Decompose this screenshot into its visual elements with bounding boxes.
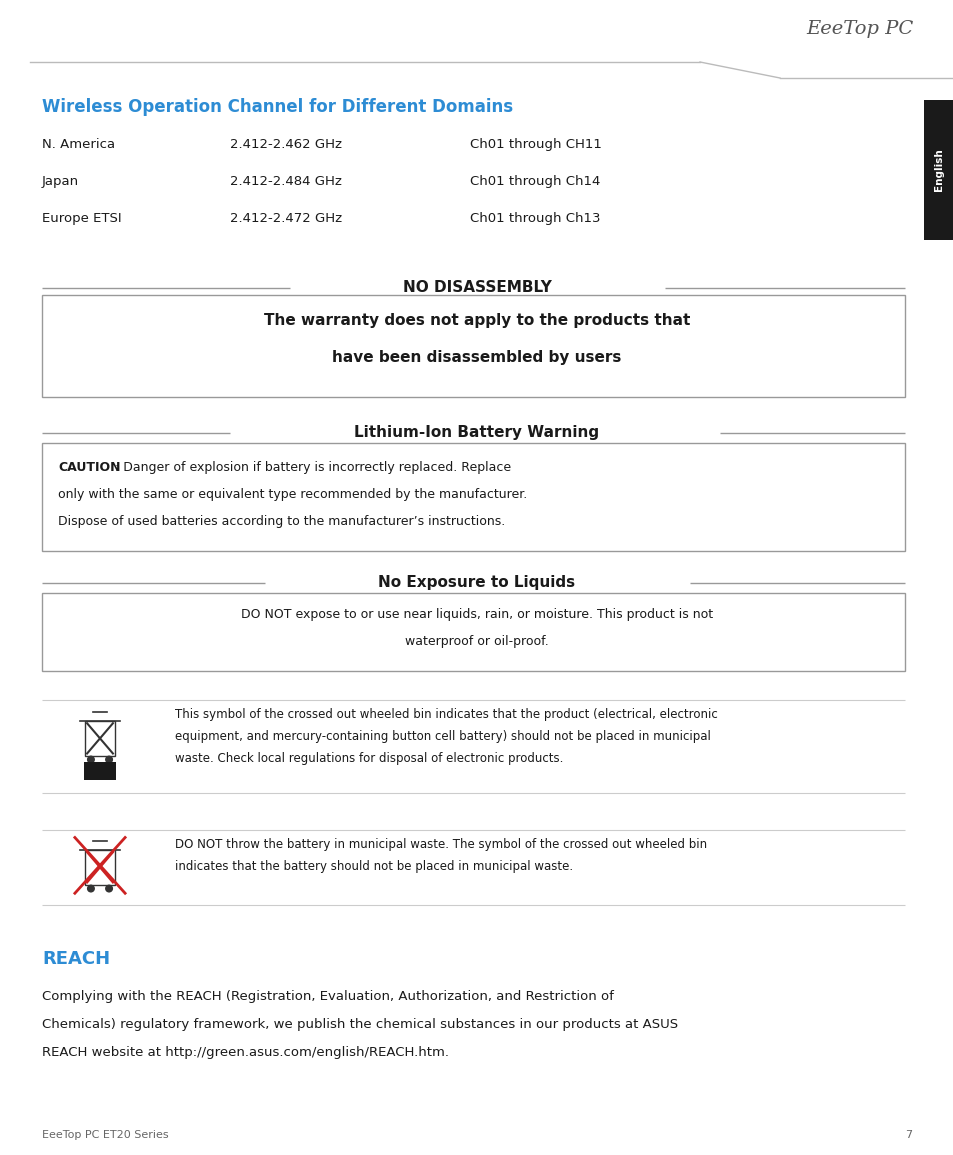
- Circle shape: [106, 757, 112, 762]
- Text: Lithium-Ion Battery Warning: Lithium-Ion Battery Warning: [355, 425, 598, 440]
- Text: No Exposure to Liquids: No Exposure to Liquids: [378, 575, 575, 590]
- Circle shape: [88, 757, 94, 762]
- Text: Japan: Japan: [42, 176, 79, 188]
- Circle shape: [88, 885, 94, 892]
- Text: waste. Check local regulations for disposal of electronic products.: waste. Check local regulations for dispo…: [174, 752, 563, 765]
- Text: have been disassembled by users: have been disassembled by users: [332, 350, 621, 365]
- Text: EeeTop PC: EeeTop PC: [805, 20, 913, 38]
- Bar: [923, 100, 953, 240]
- Text: waterproof or oil-proof.: waterproof or oil-proof.: [405, 635, 548, 648]
- Text: REACH website at http://green.asus.com/english/REACH.htm.: REACH website at http://green.asus.com/e…: [42, 1046, 449, 1059]
- Text: CAUTION: CAUTION: [58, 461, 120, 474]
- Text: Europe ETSI: Europe ETSI: [42, 213, 121, 225]
- Text: Ch01 through Ch13: Ch01 through Ch13: [470, 213, 599, 225]
- Bar: [42, 444, 904, 551]
- Text: 2.412-2.484 GHz: 2.412-2.484 GHz: [230, 176, 341, 188]
- Text: DO NOT expose to or use near liquids, rain, or moisture. This product is not: DO NOT expose to or use near liquids, ra…: [241, 608, 712, 621]
- Text: Wireless Operation Channel for Different Domains: Wireless Operation Channel for Different…: [42, 98, 513, 116]
- Text: Dispose of used batteries according to the manufacturer’s instructions.: Dispose of used batteries according to t…: [58, 515, 505, 528]
- Text: 2.412-2.462 GHz: 2.412-2.462 GHz: [230, 137, 341, 151]
- Bar: [85, 721, 115, 757]
- Circle shape: [106, 885, 112, 892]
- Text: equipment, and mercury-containing button cell battery) should not be placed in m: equipment, and mercury-containing button…: [174, 730, 710, 743]
- Text: REACH: REACH: [42, 951, 110, 968]
- Text: English: English: [933, 149, 943, 192]
- Text: DO NOT throw the battery in municipal waste. The symbol of the crossed out wheel: DO NOT throw the battery in municipal wa…: [174, 839, 706, 851]
- Text: Chemicals) regulatory framework, we publish the chemical substances in our produ: Chemicals) regulatory framework, we publ…: [42, 1018, 678, 1031]
- Bar: [42, 295, 904, 397]
- Text: Complying with the REACH (Registration, Evaluation, Authorization, and Restricti: Complying with the REACH (Registration, …: [42, 990, 613, 1003]
- Text: NO DISASSEMBLY: NO DISASSEMBLY: [402, 280, 551, 295]
- Text: This symbol of the crossed out wheeled bin indicates that the product (electrica: This symbol of the crossed out wheeled b…: [174, 708, 717, 721]
- Text: 2.412-2.472 GHz: 2.412-2.472 GHz: [230, 213, 342, 225]
- Text: Ch01 through CH11: Ch01 through CH11: [470, 137, 601, 151]
- Text: only with the same or equivalent type recommended by the manufacturer.: only with the same or equivalent type re…: [58, 489, 527, 501]
- Text: indicates that the battery should not be placed in municipal waste.: indicates that the battery should not be…: [174, 860, 573, 873]
- Text: EeeTop PC ET20 Series: EeeTop PC ET20 Series: [42, 1130, 169, 1140]
- Bar: [85, 849, 115, 885]
- Text: : Danger of explosion if battery is incorrectly replaced. Replace: : Danger of explosion if battery is inco…: [115, 461, 511, 474]
- Bar: [42, 593, 904, 671]
- Text: The warranty does not apply to the products that: The warranty does not apply to the produ…: [264, 313, 689, 328]
- Text: Ch01 through Ch14: Ch01 through Ch14: [470, 176, 599, 188]
- Text: N. America: N. America: [42, 137, 115, 151]
- Text: 7: 7: [904, 1130, 911, 1140]
- Bar: [84, 762, 116, 780]
